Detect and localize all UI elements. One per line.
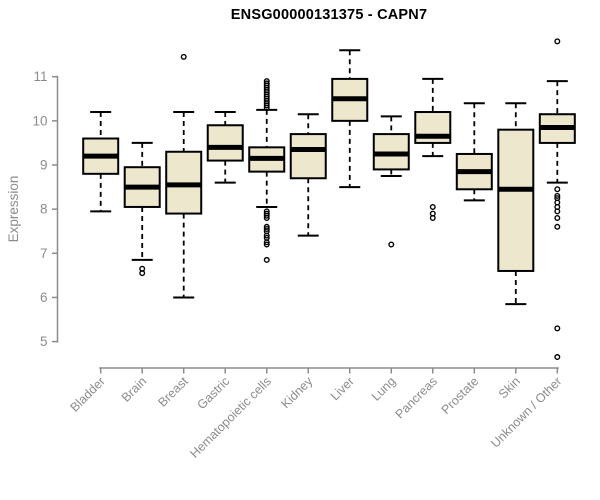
y-tick-label: 9 [40,158,48,173]
outlier-point [263,214,270,221]
x-category-label-brain: Brain [119,374,150,405]
outlier-point [554,208,561,215]
outlier-point [263,104,270,111]
y-tick-label: 10 [32,113,47,128]
outlier-point [263,102,270,109]
x-category-label-liver: Liver [328,374,357,403]
outlier-point [263,239,270,246]
box-group-skin [497,102,535,306]
box-group-prostate [455,102,493,202]
box-group-gastric [206,111,244,184]
y-axis-label: Expression [6,175,21,243]
chart-title: ENSG00000131375 - CAPN7 [230,7,428,23]
outlier-point [263,226,270,233]
box-group-hematopoietic-cells [248,78,286,263]
x-category-label-kidney: Kidney [278,374,315,411]
outlier-point [554,354,561,361]
outlier-point [263,232,270,239]
x-category-label-breast: Breast [155,374,191,410]
x-category-label-skin: Skin [496,374,523,401]
box-group-pancreas [414,77,452,221]
box-group-liver [331,49,369,189]
outlier-point [554,325,561,332]
x-category-label-unknown-other: Unknown / Other [488,374,564,450]
outlier-point [263,256,270,263]
x-category-label-hematopoietic-cells: Hematopoietic cells [187,374,274,461]
box-group-lung [372,115,410,248]
iqr-box [206,124,244,162]
outlier-point [139,270,146,277]
outlier-point [554,192,561,199]
x-category-label-lung: Lung [369,374,399,404]
iqr-box [289,133,327,180]
x-category-label-gastric: Gastric [194,374,232,412]
box-group-unknown-other [538,38,576,361]
y-tick-label: 11 [33,69,47,84]
outlier-point [263,241,270,248]
x-category-label-bladder: Bladder [67,374,107,414]
outlier-point [429,214,436,221]
outlier-point [554,186,561,193]
x-category-label-prostate: Prostate [439,374,482,417]
box-group-brain [123,141,161,277]
y-tick-label: 7 [40,246,48,261]
outlier-point [388,241,395,248]
outlier-point [554,38,561,45]
box-group-kidney [289,113,327,237]
y-tick-label: 8 [40,202,48,217]
x-category-label-pancreas: Pancreas [393,374,440,421]
box-group-bladder [82,111,120,213]
outlier-point [263,212,270,219]
iqr-box [497,128,535,272]
outlier-point [554,214,561,221]
y-tick-label: 5 [40,334,48,349]
y-tick-label: 6 [40,290,48,305]
outlier-point [554,223,561,230]
outlier-point [180,53,187,60]
y-axis: 5 6 7 8 9 10 11 [32,69,59,349]
box-group-breast [165,53,203,299]
outlier-point [429,203,436,210]
